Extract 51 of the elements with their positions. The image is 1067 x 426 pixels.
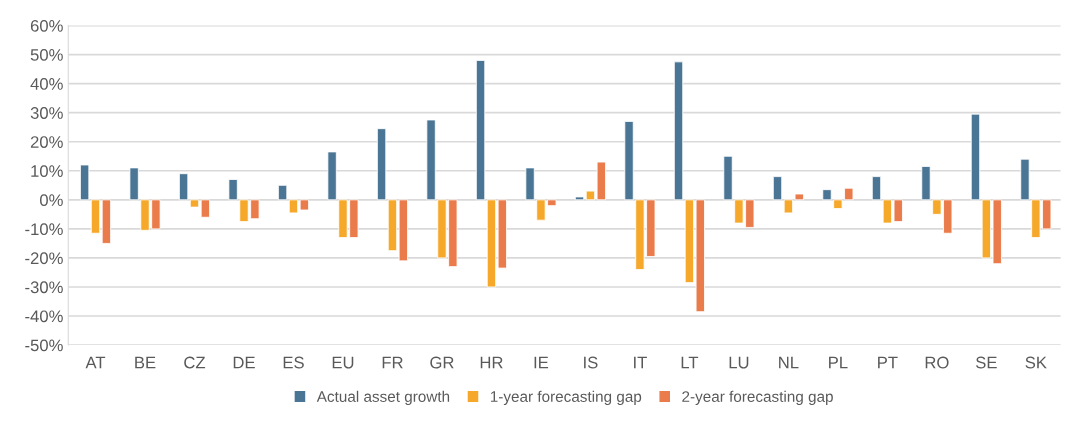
bar — [376, 128, 387, 201]
x-tick-label: LT — [681, 356, 699, 369]
bar — [299, 199, 309, 211]
x-tick-label: NL — [779, 356, 799, 369]
x-tick-label: HR — [480, 356, 503, 369]
legend-label: 1-year forecasting gap — [490, 390, 642, 405]
y-tick-label: 60% — [30, 19, 63, 32]
y-tick-label: 50% — [30, 49, 63, 61]
bar — [574, 196, 585, 201]
x-tick-label: RO — [925, 356, 949, 369]
bar — [277, 184, 288, 201]
y-tick-label: -30% — [25, 281, 63, 294]
bar — [79, 164, 90, 201]
x-tick-label: AT — [85, 356, 106, 369]
y-tick-label: 20% — [30, 136, 63, 148]
bar — [178, 173, 189, 201]
x-tick-label: IE — [534, 356, 549, 369]
bar — [871, 176, 882, 201]
y-tick-label: 0% — [39, 194, 63, 207]
bar — [90, 199, 101, 234]
x-tick-label: PL — [829, 356, 848, 369]
x-tick-label: IS — [584, 356, 598, 369]
x-tick-label: PT — [878, 356, 898, 369]
y-tick-label: -40% — [25, 310, 63, 323]
x-tick-label: FR — [382, 356, 403, 369]
x-tick-label: SE — [976, 356, 997, 369]
bar — [101, 199, 112, 244]
x-tick-label: ES — [283, 356, 304, 369]
y-tick-label: 10% — [31, 165, 63, 177]
y-tick-label: -10% — [25, 223, 63, 236]
bar — [970, 113, 981, 201]
y-tick-label: -50% — [25, 339, 63, 352]
bar — [772, 176, 783, 201]
bar — [189, 199, 200, 208]
x-tick-label: CZ — [184, 356, 206, 369]
x-tick-label: DE — [233, 356, 255, 369]
y-tick-label: 40% — [30, 78, 63, 90]
x-tick-label: BE — [135, 356, 156, 369]
x-tick-label: GR — [430, 356, 454, 369]
legend-label: 2-year forecasting gap — [682, 390, 833, 405]
y-tick-label: -20% — [25, 252, 63, 265]
y-tick-label: 30% — [30, 107, 63, 119]
x-tick-label: SK — [1025, 356, 1047, 369]
x-tick-label: EU — [332, 356, 354, 369]
legend-label: Actual asset growth — [316, 390, 450, 405]
bar — [200, 199, 211, 218]
x-tick-label: LU — [729, 356, 749, 369]
x-tick-label: IT — [634, 356, 647, 369]
bar — [288, 199, 299, 214]
bar — [673, 61, 684, 201]
bar — [475, 59, 486, 201]
